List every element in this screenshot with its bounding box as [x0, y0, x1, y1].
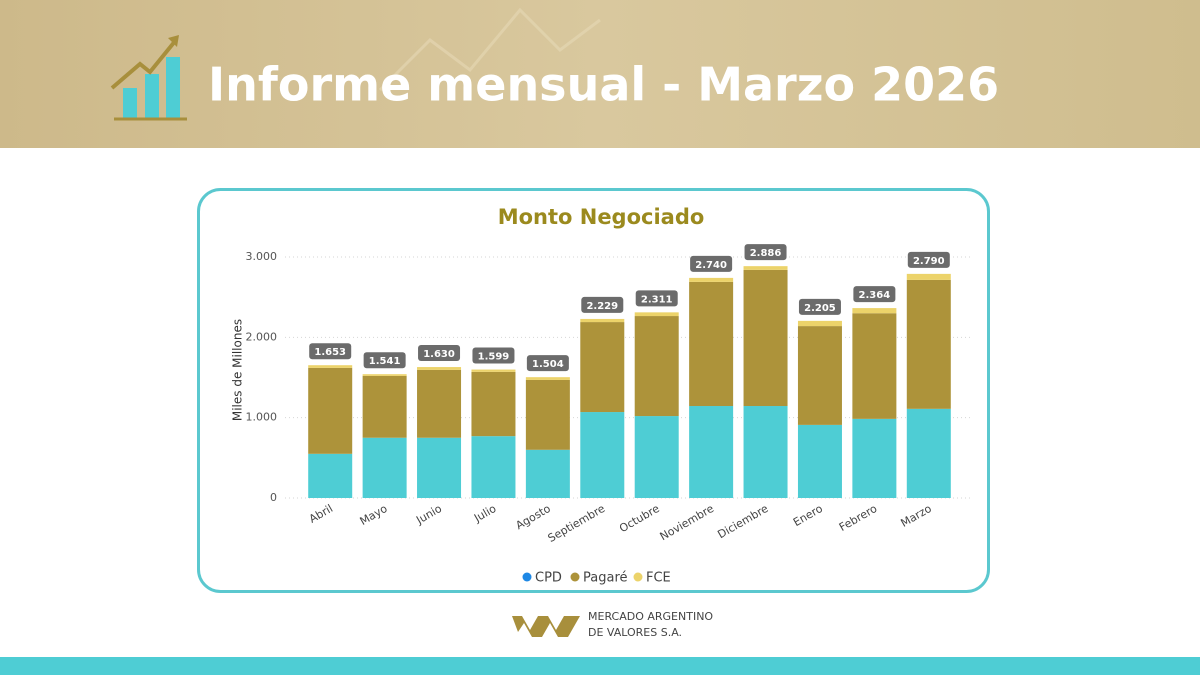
bar-segment — [743, 266, 788, 270]
header-icon — [110, 35, 187, 121]
bar-segment — [634, 316, 679, 417]
page-title: Informe mensual - Marzo 2026 — [208, 58, 999, 112]
bar-segment — [852, 308, 897, 314]
y-tick-label: 1.000 — [246, 411, 278, 424]
total-label: 2.311 — [641, 294, 673, 305]
total-label-box — [363, 352, 406, 369]
bar-segment — [525, 377, 570, 380]
y-tick-label: 3.000 — [246, 250, 278, 263]
bar-segment — [471, 371, 516, 437]
bar-segment — [417, 367, 462, 370]
total-label-box — [690, 255, 733, 272]
total-label-box — [472, 347, 515, 364]
legend-swatch — [522, 572, 532, 582]
bar-segment — [308, 453, 353, 498]
bar-segment — [417, 369, 462, 438]
total-label: 1.504 — [532, 359, 564, 370]
bar-segment — [525, 449, 570, 498]
y-tick-label: 0 — [270, 491, 277, 504]
total-label: 2.364 — [859, 290, 891, 301]
legend-swatch — [633, 572, 643, 582]
total-label-box — [744, 244, 787, 261]
bar-segment — [362, 437, 407, 498]
bar-segment — [308, 365, 353, 368]
bar-segment — [580, 318, 625, 323]
total-label-box — [907, 251, 950, 268]
total-label-box — [309, 343, 352, 360]
legend-label: FCE — [646, 571, 671, 586]
bar-segment — [906, 408, 951, 498]
total-label: 2.886 — [750, 248, 782, 259]
logo-text: DE VALORES S.A. — [588, 626, 682, 639]
total-label-box — [853, 286, 896, 303]
legend-label: Pagaré — [583, 571, 628, 586]
bar-segment — [580, 412, 625, 498]
total-label-box — [581, 296, 624, 313]
bar-segment — [362, 374, 407, 376]
logo — [512, 616, 580, 637]
bar-segment — [689, 406, 734, 498]
bar-segment — [634, 416, 679, 498]
total-label-box — [635, 290, 678, 307]
total-label: 1.653 — [314, 347, 346, 358]
y-axis-label: Miles de Millones — [231, 319, 245, 421]
bar-segment — [906, 273, 951, 280]
bar-segment — [743, 406, 788, 498]
bar-segment — [417, 437, 462, 498]
bar-segment — [634, 312, 679, 317]
total-label-box — [526, 355, 569, 372]
y-tick-label: 2.000 — [246, 330, 278, 343]
header-decoration — [378, 7, 601, 92]
footer-band — [0, 657, 1200, 675]
bar-segment — [743, 269, 788, 407]
total-label: 2.790 — [913, 256, 945, 267]
bar-segment — [308, 367, 353, 454]
logo-text: MERCADO ARGENTINO — [588, 610, 713, 623]
total-label: 1.599 — [478, 352, 510, 363]
chart-title: Monto Negociado — [498, 205, 705, 229]
total-label-box — [798, 298, 841, 315]
bar-segment — [689, 281, 734, 407]
total-label: 2.740 — [695, 260, 727, 271]
bar-segment — [797, 326, 842, 425]
bar-segment — [362, 375, 407, 438]
total-label: 2.229 — [586, 301, 618, 312]
total-label: 2.205 — [804, 303, 836, 314]
bar-segment — [852, 418, 897, 498]
header-band — [0, 0, 1200, 148]
bar-segment — [471, 369, 516, 372]
legend-swatch — [570, 572, 580, 582]
total-label: 1.630 — [423, 349, 455, 360]
legend-label: CPD — [535, 571, 562, 586]
bar-segment — [689, 277, 734, 282]
total-label: 1.541 — [369, 356, 401, 367]
bar-segment — [525, 379, 570, 450]
bar-segment — [471, 436, 516, 498]
bar-segment — [906, 279, 951, 409]
bar-segment — [852, 313, 897, 419]
bar-segment — [580, 322, 625, 413]
total-label-box — [418, 345, 461, 362]
bar-segment — [797, 320, 842, 327]
bar-segment — [797, 424, 842, 498]
